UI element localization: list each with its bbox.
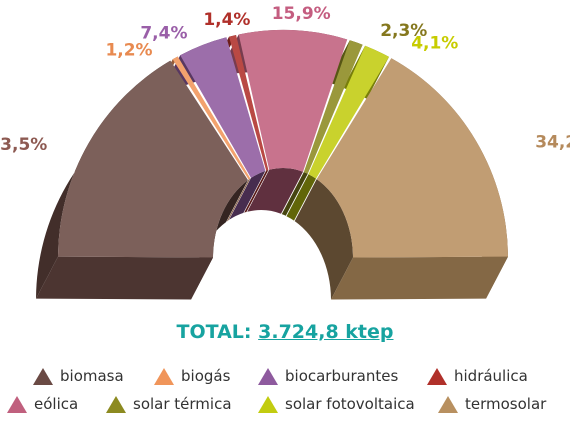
slice-end-cap-right bbox=[331, 256, 508, 300]
legend-triangle-icon bbox=[7, 395, 27, 413]
slice-label-2: 7,4% bbox=[140, 23, 187, 43]
legend-label: termosolar bbox=[465, 395, 547, 413]
legend-triangle-icon bbox=[106, 395, 126, 413]
slice-inner-wall-4 bbox=[247, 167, 303, 214]
legend-label: hidráulica bbox=[454, 367, 528, 385]
slice-label-5: 2,3% bbox=[380, 21, 427, 41]
slice-end-cap-left bbox=[36, 256, 213, 300]
slice-inner-wall-2 bbox=[229, 170, 266, 220]
slice-0[interactable] bbox=[58, 60, 248, 258]
slice-inner-wall-6 bbox=[286, 174, 316, 221]
slice-label-3: 1,4% bbox=[203, 10, 250, 30]
slice-1[interactable] bbox=[172, 56, 251, 180]
slice-labels: 33,5% 1,2%7,4% 1,4% 15,9% 2,3%4,1% 34,2% bbox=[0, 4, 570, 155]
total-label-row: TOTAL: 3.724,8 ktep bbox=[0, 321, 570, 343]
legend-triangle-icon bbox=[258, 367, 278, 385]
legend-item-6[interactable]: solar fotovoltaica bbox=[258, 395, 415, 413]
slice-inner-wall-3 bbox=[244, 170, 269, 213]
legend-label: biocarburantes bbox=[285, 367, 399, 385]
slice-3[interactable] bbox=[229, 35, 269, 171]
legend-label: solar fotovoltaica bbox=[285, 395, 415, 413]
slice-7[interactable] bbox=[316, 58, 508, 258]
slice-2[interactable] bbox=[180, 37, 266, 178]
slice-inner-wall-5 bbox=[281, 172, 308, 216]
legend-item-1[interactable]: biogás bbox=[154, 367, 230, 385]
slice-inner-wall-1 bbox=[226, 178, 251, 222]
slice-label-7: 34,2% bbox=[535, 133, 570, 153]
slice-label-4: 15,9% bbox=[272, 4, 331, 24]
slice-label-0: 33,5% bbox=[0, 135, 47, 155]
slice-4[interactable] bbox=[238, 30, 348, 172]
legend-item-7[interactable]: termosolar bbox=[438, 395, 546, 413]
slice-label-1: 1,2% bbox=[105, 41, 152, 61]
legend-label: biomasa bbox=[60, 367, 124, 385]
legend-item-3[interactable]: hidráulica bbox=[427, 367, 528, 385]
total-value[interactable]: 3.724,8 ktep bbox=[258, 321, 394, 343]
slice-tops bbox=[58, 30, 508, 258]
legend-triangle-icon bbox=[438, 395, 458, 413]
slice-inner-wall-7 bbox=[294, 179, 353, 300]
legend-item-2[interactable]: biocarburantes bbox=[258, 367, 398, 385]
legend-item-5[interactable]: solar térmica bbox=[106, 395, 232, 413]
legend-triangle-icon bbox=[258, 395, 278, 413]
legend-label: eólica bbox=[34, 395, 79, 413]
slice-label-6: 4,1% bbox=[411, 34, 458, 54]
legend-label: solar térmica bbox=[133, 395, 232, 413]
legend-triangle-icon bbox=[427, 367, 447, 385]
legend-triangle-icon bbox=[33, 367, 53, 385]
legend-label: biogás bbox=[181, 367, 231, 385]
legend-item-0[interactable]: biomasa bbox=[33, 367, 124, 385]
slice-6[interactable] bbox=[308, 45, 390, 179]
slice-5[interactable] bbox=[303, 40, 363, 174]
legend-item-4[interactable]: eólica bbox=[7, 395, 78, 413]
total-label: TOTAL: bbox=[176, 321, 252, 343]
legend-triangle-icon bbox=[154, 367, 174, 385]
